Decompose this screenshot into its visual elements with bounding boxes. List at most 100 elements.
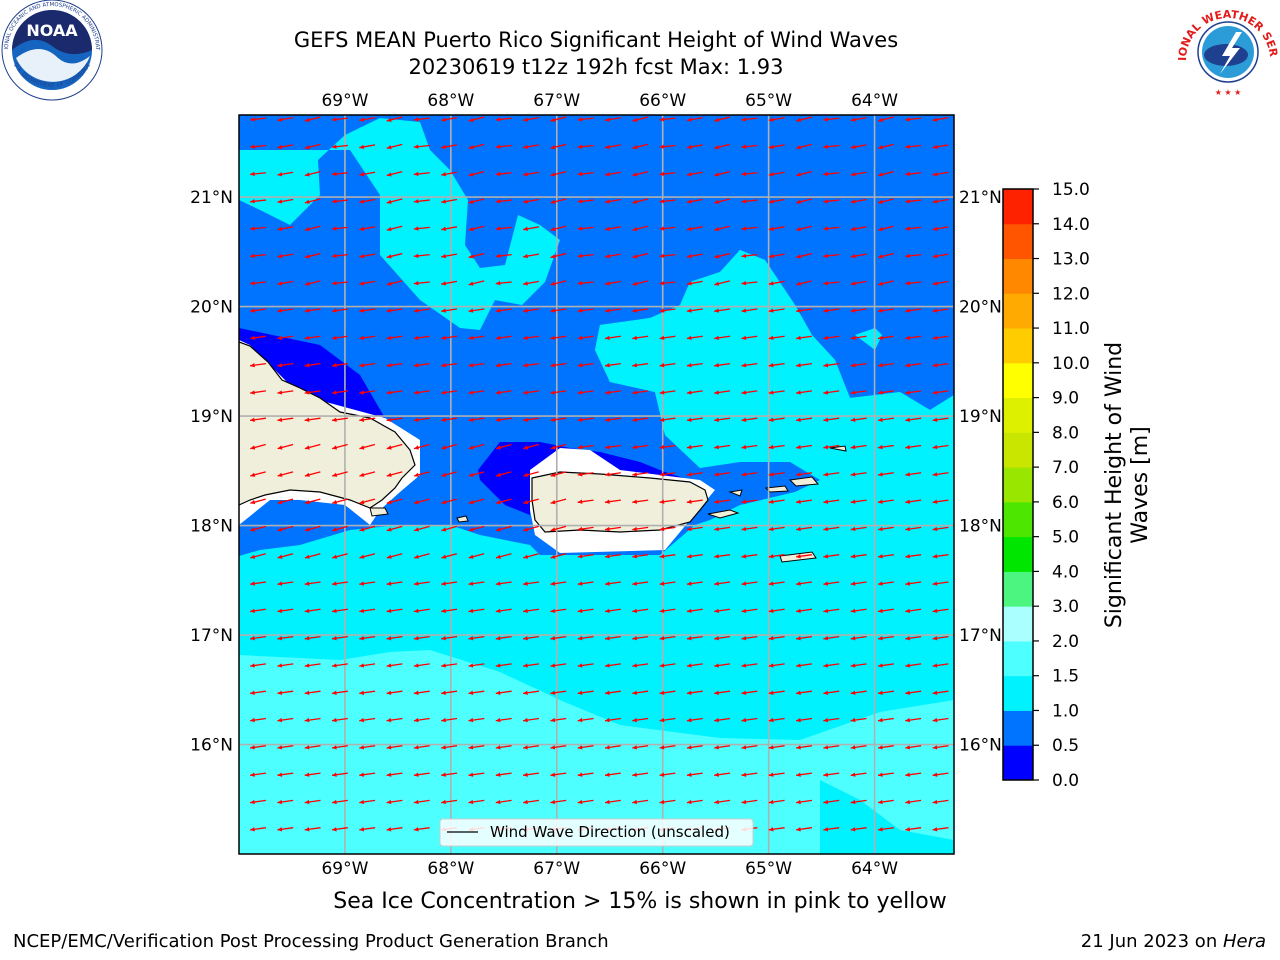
wave-arrow — [795, 526, 813, 532]
wave-arrow — [850, 335, 867, 341]
colorbar-segment — [1003, 536, 1033, 572]
wave-arrow — [768, 116, 785, 122]
wave-arrow — [823, 226, 840, 231]
wave-arrow — [741, 444, 758, 450]
wave-arrow — [277, 717, 294, 723]
wave-arrow — [823, 608, 840, 614]
wave-arrow — [522, 608, 540, 614]
wave-arrow — [413, 663, 430, 668]
wave-arrow — [577, 444, 594, 450]
wave-arrow — [441, 553, 457, 559]
wave-arrow — [386, 362, 403, 368]
wave-arrow — [604, 198, 621, 204]
wave-arrow — [331, 799, 348, 805]
colorbar-tick-label: 1.0 — [1052, 701, 1079, 721]
wave-arrow — [850, 116, 867, 122]
wave-arrow — [823, 472, 840, 477]
wave-arrow — [714, 690, 731, 695]
wave-arrow — [249, 144, 267, 149]
wave-arrow — [304, 827, 321, 832]
wave-arrow — [495, 525, 512, 532]
wave-arrow — [659, 799, 676, 805]
wave-arrow — [768, 308, 785, 313]
wave-arrow — [277, 308, 294, 313]
wave-arrow — [932, 554, 949, 559]
wave-arrow — [441, 171, 458, 177]
wave-arrow — [468, 498, 485, 505]
wave-arrow — [932, 472, 949, 477]
wave-arrow — [905, 745, 922, 750]
wave-arrow — [632, 444, 649, 450]
wave-arrow — [796, 116, 812, 122]
colorbar-label: Significant Height of Wind Waves [m] — [1102, 341, 1153, 629]
wave-arrow — [604, 526, 621, 532]
wave-arrow — [686, 308, 703, 313]
wave-arrow — [768, 608, 785, 614]
wave-arrow — [659, 117, 676, 122]
wave-arrow — [522, 581, 540, 586]
wave-arrow — [714, 225, 731, 232]
wave-arrow — [249, 635, 267, 641]
wave-arrow — [877, 280, 894, 286]
wave-arrow — [550, 553, 567, 559]
footer-host: Hera — [1222, 931, 1266, 952]
wave-arrow — [768, 499, 785, 504]
wave-arrow — [741, 171, 758, 177]
wave-arrow — [304, 745, 321, 750]
wave-arrow — [905, 690, 922, 695]
wave-arrow — [714, 717, 731, 723]
wave-arrow — [741, 335, 758, 341]
wave-arrow — [304, 252, 321, 259]
wave-arrow — [795, 444, 813, 450]
wave-arrow — [604, 362, 621, 368]
wave-arrow — [249, 608, 267, 614]
wave-arrow — [632, 225, 649, 232]
wave-arrow — [768, 690, 785, 695]
wave-arrow — [686, 799, 703, 805]
wave-arrow — [905, 526, 922, 532]
wave-arrow — [877, 745, 894, 750]
wave-arrow — [550, 498, 567, 505]
wave-arrow — [331, 717, 348, 723]
wave-arrow — [768, 335, 785, 341]
wave-arrow — [741, 581, 758, 586]
wave-arrow — [413, 745, 430, 750]
wave-arrow — [577, 226, 594, 231]
wave-arrow — [250, 525, 266, 532]
wave-arrow — [386, 116, 403, 122]
wave-arrow — [468, 225, 485, 232]
wave-arrow — [604, 171, 621, 177]
wave-arrow — [877, 225, 894, 232]
wave-arrow — [823, 526, 840, 532]
lat-label-left: 16°N — [190, 736, 233, 756]
wave-arrow — [932, 608, 949, 614]
wave-arrow — [495, 335, 512, 341]
wave-arrow — [386, 390, 403, 395]
wave-arrow — [413, 443, 430, 450]
wave-arrow — [604, 144, 621, 150]
wave-arrow — [550, 198, 567, 204]
wave-arrow — [714, 499, 731, 504]
wave-arrow — [277, 171, 294, 177]
lat-label-right: 17°N — [959, 626, 1002, 646]
wave-arrow — [522, 417, 540, 422]
footer-date-text: 21 Jun 2023 on — [1080, 931, 1223, 952]
wave-arrow — [768, 717, 785, 723]
wave-arrow — [277, 690, 294, 695]
wave-arrow — [604, 280, 621, 286]
wave-arrow — [795, 717, 813, 723]
wave-arrow — [905, 635, 922, 641]
wave-field-cyan-patch-se — [820, 780, 954, 854]
wave-arrow — [277, 335, 294, 341]
wave-arrow — [468, 171, 485, 177]
wave-arrow — [741, 253, 758, 259]
wave-arrow — [386, 827, 403, 832]
wave-arrow — [331, 171, 348, 177]
wave-arrow — [659, 554, 676, 559]
colorbar-tick-label: 12.0 — [1052, 284, 1090, 304]
lat-label-left: 18°N — [190, 517, 233, 537]
wave-arrow — [686, 717, 703, 723]
wave-arrow — [577, 171, 594, 177]
lon-labels-bottom: 69°W 68°W 67°W 66°W 65°W 64°W — [321, 859, 898, 879]
wave-arrow — [850, 526, 867, 532]
